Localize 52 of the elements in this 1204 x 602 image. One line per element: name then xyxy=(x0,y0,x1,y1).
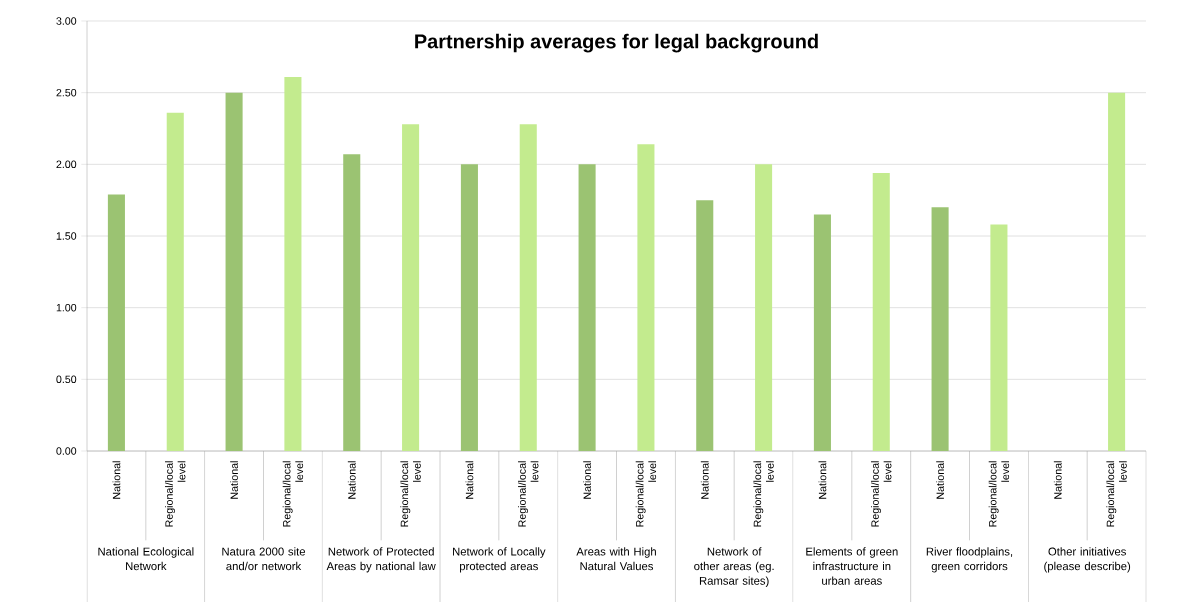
y-tick-label: 0.50 xyxy=(56,375,77,384)
bar xyxy=(402,124,420,451)
bar xyxy=(225,92,243,451)
text: National xyxy=(936,461,944,499)
y-tick-label: 1.00 xyxy=(56,303,77,312)
text: National xyxy=(112,461,121,499)
bar xyxy=(460,164,478,451)
text: Regional/local level xyxy=(518,461,539,527)
y-tick-label: 0.00 xyxy=(56,447,77,455)
text: Regional/local level xyxy=(988,461,1010,527)
bar xyxy=(696,200,714,451)
y-tick-label: 3.00 xyxy=(56,17,77,25)
x-tick-label: Network of other areas (eg. Ramsar sites) xyxy=(694,547,774,588)
x-tick-label: National Ecological Network xyxy=(98,547,194,571)
text: National xyxy=(1053,461,1062,499)
text: Regional/local level xyxy=(1106,461,1127,527)
x-tick-label: Natura 2000 site and/or network xyxy=(222,547,306,571)
text: Regional/local level xyxy=(871,461,892,527)
bar xyxy=(931,207,949,451)
bar xyxy=(1108,92,1126,451)
bar xyxy=(813,214,831,451)
text: Regional/local level xyxy=(400,461,421,527)
bar xyxy=(166,112,184,451)
text: National xyxy=(347,461,356,499)
x-tick-label: Areas with High Natural Values xyxy=(576,547,656,571)
y-tick-label: 2.50 xyxy=(56,88,77,97)
bar xyxy=(284,76,302,451)
text: Regional/local level xyxy=(635,461,657,527)
bar xyxy=(343,154,361,451)
x-tick-label: Other initiatives (please describe) xyxy=(1044,547,1131,573)
text: Regional/local level xyxy=(753,461,774,527)
text: National xyxy=(700,461,709,499)
text: Regional/local level xyxy=(165,461,186,527)
text: Regional/local level xyxy=(282,461,304,527)
x-tick-label: Network of Locally protected areas xyxy=(453,547,546,573)
text: National xyxy=(465,461,474,499)
bar xyxy=(107,194,125,451)
bar xyxy=(519,124,537,451)
y-tick-label: 2.00 xyxy=(56,160,77,169)
bar xyxy=(578,164,596,451)
bar xyxy=(755,164,773,451)
text: National xyxy=(818,461,827,499)
bar xyxy=(872,172,890,451)
x-tick-label: River floodplains, green corridors xyxy=(926,547,1013,573)
x-tick-label: Network of Protected Areas by national law xyxy=(326,547,436,573)
text: National xyxy=(230,461,238,499)
text: National xyxy=(583,461,591,499)
bar xyxy=(637,144,655,451)
y-tick-label: 1.50 xyxy=(56,232,77,240)
bar xyxy=(990,224,1008,451)
x-tick-label: Elements of green infrastructure in urban areas xyxy=(806,547,898,585)
text: Partnership averages for legal background xyxy=(415,33,818,53)
